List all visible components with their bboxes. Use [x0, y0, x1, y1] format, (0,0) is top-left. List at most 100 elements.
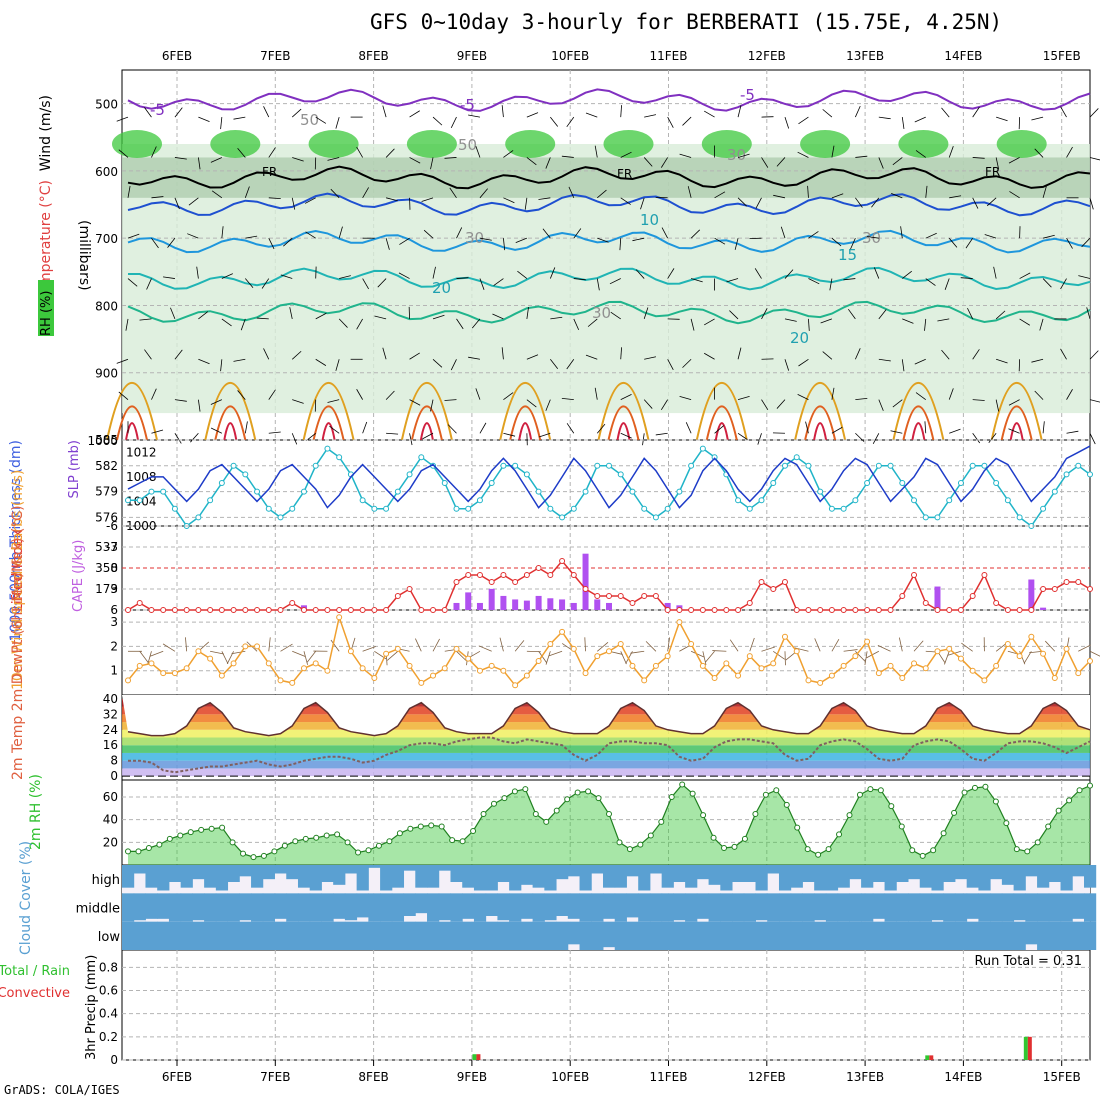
rh-point: [1045, 823, 1052, 830]
wind-barb-10m: [620, 651, 627, 665]
wind-barb: [682, 358, 692, 368]
wind-barb: [635, 269, 645, 279]
cloud-cell-low: [274, 921, 287, 950]
temp-color-band: [122, 737, 1090, 746]
date-label-top: 9FEB: [457, 49, 487, 63]
wind-barb-10m: [761, 646, 775, 652]
wind-barb-10m: [1044, 640, 1056, 652]
wind-speed-point: [1075, 670, 1082, 677]
wind-barb: [878, 358, 891, 362]
wind-barb: [594, 145, 598, 158]
wind-barb: [385, 148, 395, 158]
cloud-cell-middle: [708, 893, 721, 922]
wind-barb: [784, 269, 794, 279]
lifted-index-point: [899, 593, 906, 599]
wind-barb: [902, 318, 914, 324]
wind-speed-point: [254, 643, 261, 650]
wind-barb: [1078, 275, 1091, 279]
slp-tick: 1012: [126, 445, 157, 459]
wind-barb: [714, 191, 726, 199]
wind-barb: [573, 278, 586, 281]
rh-ylabel: 2m RH (%): [28, 774, 44, 850]
wind-barb: [356, 146, 363, 158]
warm-contour: [804, 405, 837, 441]
cloud-cell-middle: [943, 893, 956, 922]
wind-speed-point: [723, 660, 730, 667]
cloud-cell-low: [462, 921, 475, 950]
thickness-point: [911, 497, 918, 504]
thickness-point: [864, 480, 871, 486]
wind-barb: [432, 314, 445, 320]
cloud-cell-middle: [520, 893, 534, 919]
wind-barb: [667, 116, 674, 128]
rh-cell: [505, 130, 556, 158]
cloud-cell-low: [825, 921, 839, 950]
cloud-cell-middle: [122, 893, 135, 922]
wind-speed-point: [418, 679, 425, 686]
temperature-contour: [128, 266, 1091, 291]
cloud-cell-middle: [297, 893, 311, 922]
rh-tick: 60: [103, 790, 118, 804]
wind-speed-point: [289, 679, 296, 686]
thickness-line: [128, 447, 1091, 528]
contour-label: 30: [862, 229, 881, 247]
wind-barb: [871, 197, 880, 208]
date-label-top: 15FEB: [1043, 49, 1081, 63]
rh-area: [128, 784, 1090, 865]
wind-barb-10m: [1078, 644, 1091, 652]
wind-barb: [315, 312, 327, 320]
wind-barb: [566, 423, 575, 434]
wind-barb: [643, 157, 653, 167]
level-label: 800: [95, 299, 118, 313]
wind-barb: [330, 188, 340, 199]
lifted-index-point: [441, 607, 448, 613]
thickness-point: [1016, 514, 1023, 521]
wind-barb: [566, 359, 575, 370]
thickness-point: [852, 497, 859, 504]
wind-barb: [1008, 157, 1020, 164]
wind-speed-point: [336, 614, 343, 621]
wind-barb: [550, 116, 559, 127]
cloud-cell-high: [919, 865, 932, 888]
contour-label: 30: [465, 229, 484, 247]
wind-barb: [596, 423, 606, 434]
lifted-index-point: [207, 607, 214, 613]
wind-ylabel: 10m Wind Speed & Barbs (m/s): [10, 470, 26, 690]
wind-barb: [292, 157, 304, 162]
rh-point: [260, 852, 267, 859]
rh-point: [438, 823, 445, 830]
thickness-point: [629, 488, 636, 495]
wind-barb: [338, 226, 343, 239]
rh-point: [250, 854, 257, 861]
wind-barb: [210, 399, 223, 405]
warm-contour: [911, 422, 926, 441]
cloud-cell-high: [462, 865, 475, 888]
wind-barb: [221, 318, 232, 327]
wind-speed-point: [559, 628, 566, 635]
profile-ylabel-units: (millibars): [76, 220, 92, 291]
cloud-cell-high: [438, 865, 451, 871]
wind-barb: [146, 278, 152, 290]
wind-barb-10m: [415, 638, 422, 652]
lifted-index-point: [711, 607, 718, 613]
cape-bar: [500, 595, 507, 610]
wind-speed-point: [711, 675, 718, 681]
wind-barb: [820, 318, 833, 324]
precip-tick: 0.6: [99, 984, 118, 998]
wind-barb: [1066, 430, 1079, 434]
wind-barb: [526, 399, 537, 408]
wind-barb: [409, 433, 413, 446]
cloud-cell-low: [1013, 921, 1026, 950]
wind-speed-point: [746, 653, 753, 660]
thickness-point: [1075, 462, 1082, 469]
wind-speed-point: [406, 662, 413, 669]
lifted-index-point: [523, 572, 530, 578]
cloud-cell-high: [1025, 865, 1038, 877]
wind-speed-point: [688, 641, 695, 647]
cloud-cell-low: [321, 921, 334, 950]
cloud-cell-low: [1001, 921, 1015, 950]
thickness-point: [242, 471, 249, 478]
rh-tick: 20: [103, 835, 118, 849]
cloud-cell-middle: [649, 893, 663, 922]
wind-barb-10m: [690, 650, 705, 658]
